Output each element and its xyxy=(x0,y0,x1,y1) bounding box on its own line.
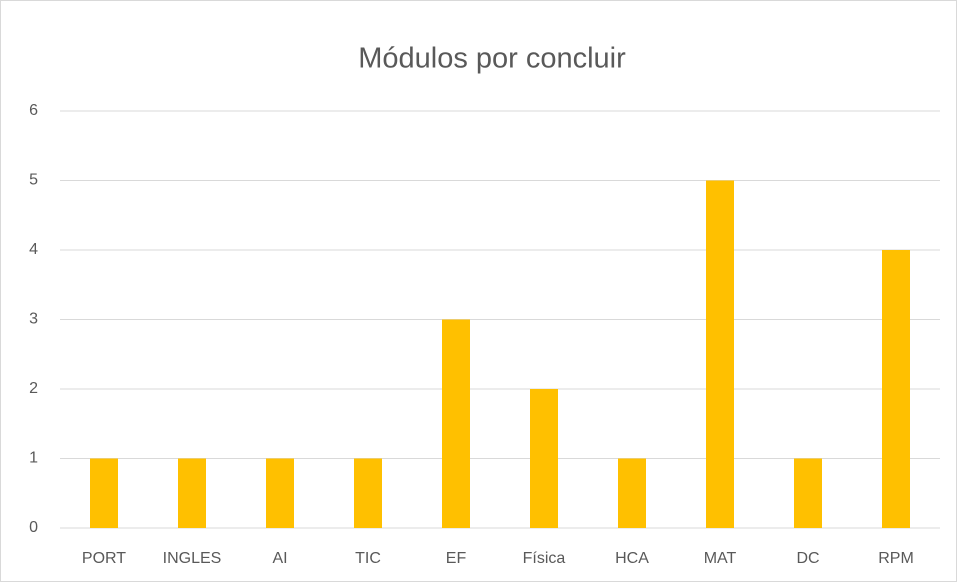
bar xyxy=(178,458,206,528)
bar xyxy=(706,180,734,528)
y-tick-label: 6 xyxy=(29,102,38,119)
y-tick-label: 3 xyxy=(29,311,38,328)
x-tick-label: AI xyxy=(272,550,287,567)
x-tick-label: PORT xyxy=(82,550,126,567)
x-tick-label: Física xyxy=(523,550,566,567)
bar xyxy=(530,389,558,528)
x-tick-label: INGLES xyxy=(163,550,222,567)
bar xyxy=(442,319,470,528)
x-tick-label: HCA xyxy=(615,550,649,567)
bar xyxy=(618,458,646,528)
y-tick-label: 2 xyxy=(29,380,38,397)
bar xyxy=(794,458,822,528)
bar xyxy=(882,250,910,528)
y-tick-label: 1 xyxy=(29,450,38,467)
x-tick-label: EF xyxy=(446,550,467,567)
x-tick-label: RPM xyxy=(878,550,914,567)
y-tick-label: 0 xyxy=(29,519,38,536)
x-tick-label: DC xyxy=(796,550,819,567)
bar xyxy=(266,458,294,528)
chart-title: Módulos por concluir xyxy=(358,43,626,75)
x-tick-label: MAT xyxy=(704,550,737,567)
y-tick-label: 5 xyxy=(29,172,38,189)
bar xyxy=(354,458,382,528)
bar xyxy=(90,458,118,528)
x-tick-label: TIC xyxy=(355,550,381,567)
y-tick-label: 4 xyxy=(29,241,38,258)
